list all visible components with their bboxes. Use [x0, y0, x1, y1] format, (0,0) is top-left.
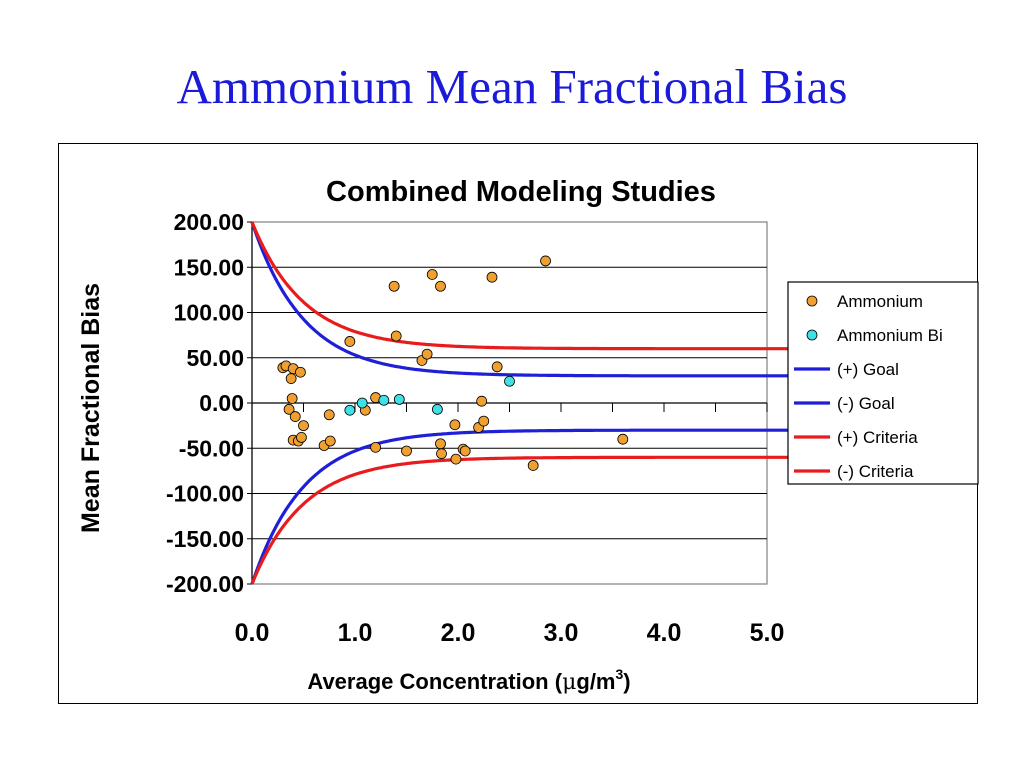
ammonium-point: [421, 348, 433, 360]
y-tick-label: 200.00: [174, 209, 244, 235]
ammonium-point: [527, 460, 539, 471]
legend-label: (-) Criteria: [837, 462, 914, 481]
ammonium-point: [324, 435, 336, 447]
ammonium-point: [401, 445, 412, 457]
ammonium-point: [435, 280, 446, 292]
ammonium-bi-point: [393, 393, 405, 405]
x-axis: 0.0 1.0 2.0 3.0 4.0 5.0: [235, 402, 785, 647]
ammonium-point: [426, 269, 438, 280]
ammonium-point: [540, 255, 551, 267]
ammonium-point: [296, 431, 307, 443]
x-axis-label-unit: g/m: [576, 669, 615, 694]
y-tick-label: 0.00: [199, 390, 244, 416]
plot-area: 200.00 150.00 100.00 50.00 0.00 -50.00 -100.00…: [166, 209, 793, 647]
ammonium-point: [486, 271, 498, 283]
x-axis-label-close: ): [623, 669, 630, 694]
curve-goal: [250, 428, 793, 585]
y-axis: 200.00 150.00 100.00 50.00 0.00 -50.00 -100.00…: [166, 209, 253, 597]
legend-marker: [806, 329, 818, 341]
x-tick-label: 4.0: [647, 619, 682, 647]
ammonium-point: [390, 330, 402, 342]
legend-marker: [806, 295, 818, 307]
ammonium-point: [285, 373, 297, 384]
ammonium-point: [450, 453, 462, 465]
y-axis-label: Mean Fractional Bias: [77, 283, 105, 533]
ammonium-bi-point: [431, 403, 443, 415]
x-tick-label: 2.0: [441, 619, 476, 647]
legend-label: (+) Goal: [837, 360, 899, 379]
ammonium-bi-point: [344, 404, 356, 416]
legend-label: (+) Criteria: [837, 428, 918, 447]
slide-title: Ammonium Mean Fractional Bias: [176, 59, 848, 114]
curve-criteria: [250, 221, 793, 351]
ammonium-point: [283, 403, 295, 415]
x-axis-label-main: Average Concentration (: [307, 669, 562, 694]
ammonium-point: [298, 420, 309, 432]
ammonium-point: [476, 395, 488, 407]
ammonium-point: [295, 366, 306, 378]
ammonium-point: [435, 438, 446, 450]
ammonium-point: [323, 409, 335, 421]
x-tick-label: 5.0: [750, 619, 785, 647]
ammonium-point: [478, 415, 490, 427]
y-tick-label: -150.00: [166, 526, 244, 552]
legend-box: [787, 281, 979, 485]
curves: [250, 221, 793, 585]
ammonium-bi-point: [504, 375, 515, 387]
legend-label: Ammonium Bi: [837, 326, 943, 345]
ammonium-bi-point: [356, 397, 368, 409]
legend-label: Ammonium: [837, 292, 923, 311]
ammonium-point: [344, 336, 356, 347]
ammonium-point: [491, 361, 503, 373]
ammonium-point: [286, 393, 298, 404]
chart-title: Combined Modeling Studies: [326, 176, 716, 208]
ammonium-point: [436, 448, 447, 460]
y-tick-label: 150.00: [174, 254, 244, 280]
y-tick-label: -200.00: [166, 571, 244, 597]
curve-goal: [250, 221, 793, 378]
x-tick-label: 3.0: [544, 619, 579, 647]
legend: Ammonium Ammonium Bi (+) Goal (-) Goal (+) C…: [787, 281, 979, 485]
ammonium-point: [388, 280, 400, 292]
y-tick-label: -100.00: [166, 481, 244, 507]
points: [277, 255, 629, 471]
ammonium-point: [370, 441, 382, 453]
chart-svg: Combined Modeling Studies 200.00 150.00 10…: [77, 176, 979, 695]
x-axis-label-sup: 3: [616, 666, 624, 682]
ammonium-bi-point: [378, 394, 390, 406]
y-tick-label: -50.00: [179, 435, 244, 461]
x-axis-label: Average Concentration (μg/m3): [307, 666, 630, 695]
x-tick-label: 1.0: [338, 619, 373, 647]
ammonium-point: [459, 445, 471, 457]
legend-label: (-) Goal: [837, 394, 895, 413]
curve-criteria: [250, 455, 793, 585]
ammonium-point: [289, 411, 301, 422]
ammonium-point: [617, 433, 629, 445]
chart-frame: Combined Modeling Studies 200.00 150.00 10…: [58, 143, 979, 704]
y-tick-label: 50.00: [186, 345, 244, 371]
ammonium-point: [449, 419, 461, 431]
x-axis-label-mu: μ: [562, 670, 576, 695]
y-tick-label: 100.00: [174, 300, 244, 326]
x-tick-label: 0.0: [235, 619, 270, 647]
